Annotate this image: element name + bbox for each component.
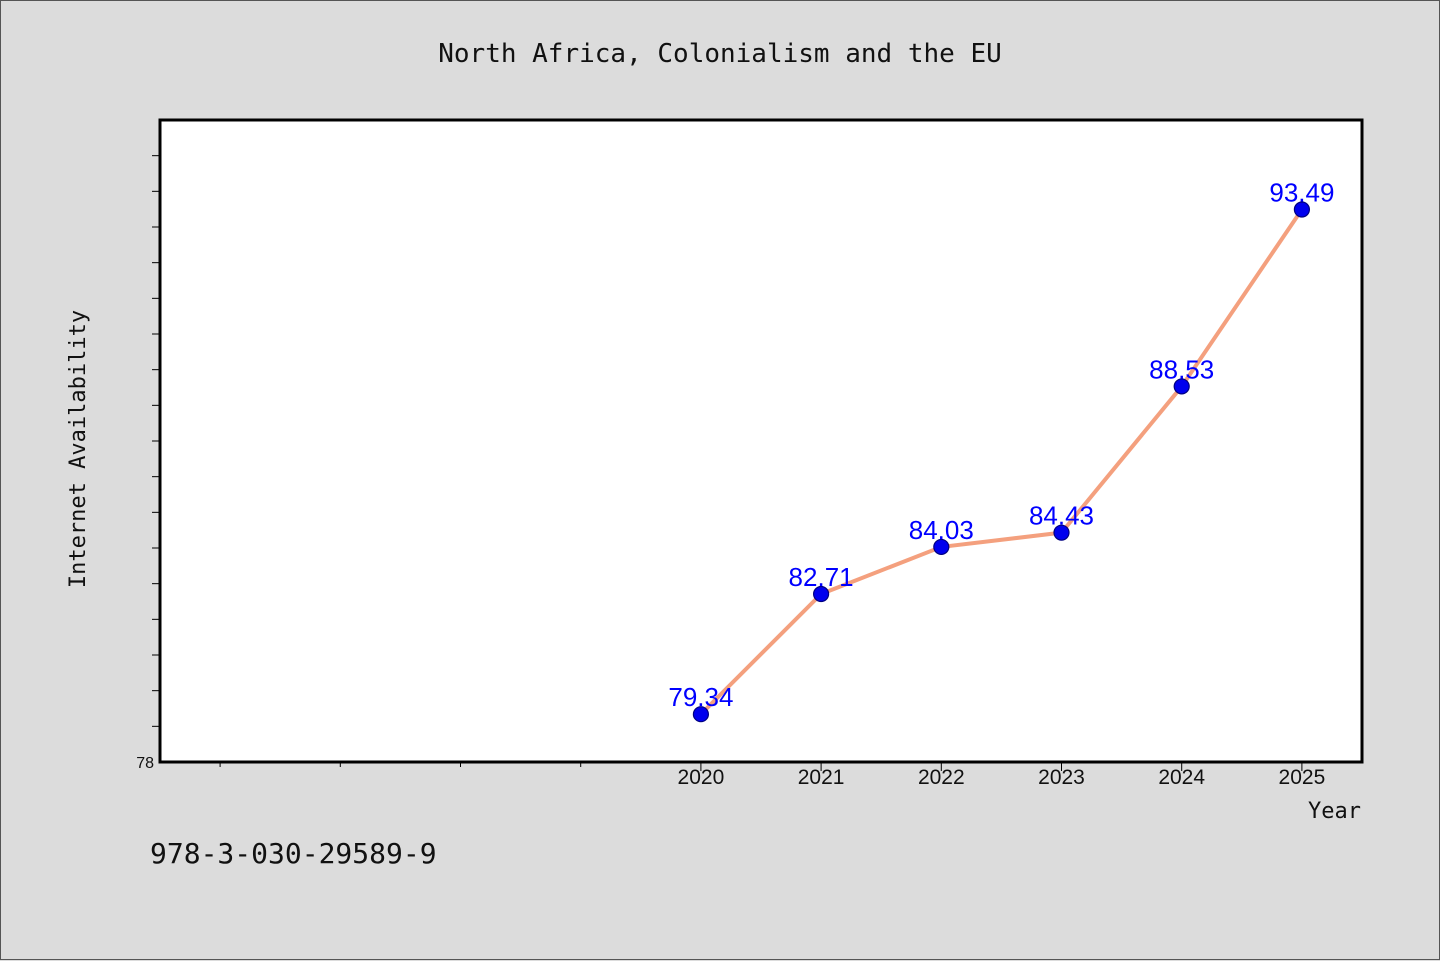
- data-label: 79.34: [668, 682, 733, 712]
- x-tick-label: 2020: [678, 766, 725, 789]
- data-label: 82.71: [789, 562, 854, 592]
- series-markers: [692, 201, 1311, 723]
- data-point: [933, 538, 950, 556]
- x-axis-ticks: 2020 2021 2022 2023 2024 2025: [219, 762, 1326, 789]
- y-axis-ticks: 78: [136, 155, 160, 772]
- x-tick-label: 2025: [1279, 766, 1326, 789]
- isbn-text: 978-3-030-29589-9: [150, 837, 437, 870]
- data-point: [1293, 201, 1311, 218]
- data-label: 84.43: [1029, 501, 1094, 531]
- data-label: 84.03: [909, 515, 974, 545]
- data-point: [812, 585, 830, 603]
- data-point: [1173, 378, 1190, 395]
- x-tick-label: 2023: [1038, 766, 1085, 789]
- data-label: 88.53: [1149, 354, 1214, 384]
- series-data-labels: 79.34 82.71 84.03 84.43 88.53 93.49: [668, 178, 1334, 713]
- series-line-path: [699, 208, 1304, 716]
- x-axis-label: Year: [1308, 799, 1361, 824]
- y-axis-label: Internet Availability: [66, 310, 91, 588]
- chart-title: North Africa, Colonialism and the EU: [438, 39, 1002, 69]
- y-tick-label: 78: [136, 755, 154, 772]
- x-tick-label: 2021: [798, 766, 845, 789]
- data-label: 93.49: [1269, 178, 1334, 208]
- data-point: [1053, 524, 1070, 541]
- x-tick-label: 2022: [918, 766, 965, 789]
- x-tick-label: 2024: [1158, 766, 1205, 789]
- plot-area: [158, 118, 1364, 764]
- series-line: [699, 208, 1304, 716]
- data-point: [692, 706, 710, 723]
